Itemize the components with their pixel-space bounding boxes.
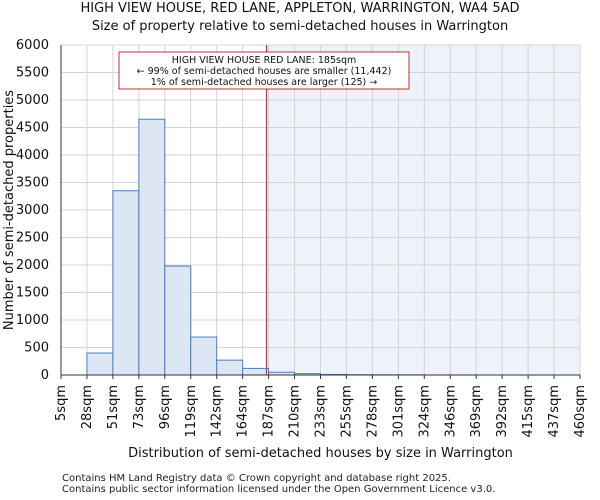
histogram-chart: 0 500 1000 1500 2000 2500 3000 3500 4000 4500 5000… [2,38,588,461]
x-tick-label: 96sqm [158,385,173,429]
y-tick-label: 4500 [16,121,49,136]
x-tick-label: 392sqm [495,385,510,438]
x-tick-label: 324sqm [417,385,432,438]
x-tick-label: 187sqm [262,385,277,438]
histogram-bar [86,352,114,376]
footer-copyright: Contains HM Land Registry data © Crown c… [62,473,451,484]
x-tick-label: 346sqm [443,385,458,438]
y-tick-label: 0 [41,368,49,383]
x-tick-label: 73sqm [132,385,147,429]
x-tick-label: 5sqm [54,385,69,421]
y-tick-label: 1000 [16,313,49,328]
y-tick-label: 4000 [16,148,49,163]
x-tick-label: 369sqm [469,385,484,438]
y-tick-label: 2000 [16,258,49,273]
annotation-box [118,51,410,90]
histogram-bar [112,190,140,376]
x-tick-label: 51sqm [106,385,121,429]
x-tick-label: 210sqm [288,385,303,438]
histogram-bar [242,367,270,376]
x-tick-label: 233sqm [314,385,329,438]
y-tick-label: 5500 [16,66,49,81]
x-tick-label: 164sqm [236,385,251,438]
histogram-bar [216,359,244,376]
annotation-line-2: ← 99% of semi-detached houses are smalle… [137,66,392,77]
x-tick-label: 278sqm [365,385,380,438]
y-tick-label: 500 [24,341,49,356]
histogram-bar [138,118,166,376]
y-axis-label: Number of semi-detached properties [2,90,17,330]
histogram-bar [164,265,192,376]
x-tick-label: 142sqm [210,385,225,438]
annotation-line-3: 1% of semi-detached houses are larger (1… [151,77,378,88]
y-tick-label: 5000 [16,93,49,108]
x-tick-label: 437sqm [547,385,562,438]
y-tick-label: 6000 [16,38,49,53]
x-tick-label: 301sqm [391,385,406,438]
x-tick-label: 255sqm [339,385,354,438]
footer-licence: Contains public sector information licen… [62,484,496,495]
chart-title: HIGH VIEW HOUSE, RED LANE, APPLETON, WAR… [80,1,520,16]
x-tick-label: 119sqm [184,385,199,438]
x-tick-label: 28sqm [80,385,95,429]
y-tick-label: 3500 [16,176,49,191]
x-tick-label: 415sqm [521,385,536,438]
x-axis-label: Distribution of semi-detached houses by … [128,446,513,461]
y-tick-label: 2500 [16,231,49,246]
histogram-bar [190,336,218,376]
x-tick-label: 460sqm [573,385,588,438]
y-tick-label: 1500 [16,286,49,301]
chart-subtitle: Size of property relative to semi-detach… [91,19,509,34]
annotation-line-1: HIGH VIEW HOUSE RED LANE: 185sqm [172,55,356,66]
y-tick-label: 3000 [16,203,49,218]
